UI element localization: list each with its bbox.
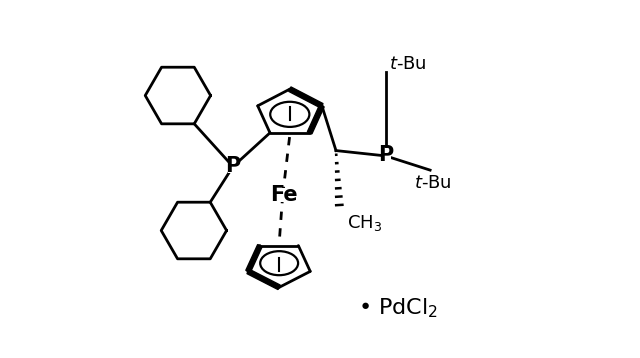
FancyBboxPatch shape bbox=[276, 188, 292, 202]
Text: Fe: Fe bbox=[270, 185, 298, 205]
Polygon shape bbox=[307, 105, 324, 134]
FancyBboxPatch shape bbox=[381, 148, 392, 162]
Text: $\it{t}$-Bu: $\it{t}$-Bu bbox=[414, 174, 452, 192]
FancyBboxPatch shape bbox=[228, 159, 238, 173]
Text: • PdCl$_2$: • PdCl$_2$ bbox=[358, 297, 438, 320]
Text: P: P bbox=[225, 156, 241, 176]
Text: $\it{t}$-Bu: $\it{t}$-Bu bbox=[389, 54, 427, 73]
Polygon shape bbox=[247, 269, 280, 290]
Polygon shape bbox=[289, 87, 323, 108]
Text: CH$_3$: CH$_3$ bbox=[347, 213, 382, 233]
Text: P: P bbox=[378, 145, 394, 165]
Polygon shape bbox=[246, 245, 262, 272]
